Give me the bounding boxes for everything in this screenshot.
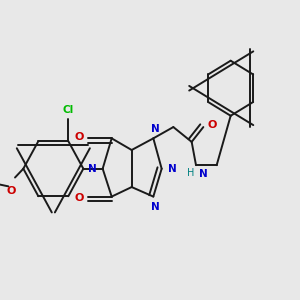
Text: Cl: Cl xyxy=(63,105,74,115)
Text: N: N xyxy=(151,124,159,134)
Text: N: N xyxy=(88,164,97,174)
Text: O: O xyxy=(75,194,84,203)
Text: N: N xyxy=(151,202,159,212)
Text: N: N xyxy=(168,164,176,174)
Text: O: O xyxy=(208,120,217,130)
Text: O: O xyxy=(6,186,16,197)
Text: H: H xyxy=(187,168,194,178)
Text: N: N xyxy=(199,169,208,179)
Text: O: O xyxy=(75,132,84,142)
